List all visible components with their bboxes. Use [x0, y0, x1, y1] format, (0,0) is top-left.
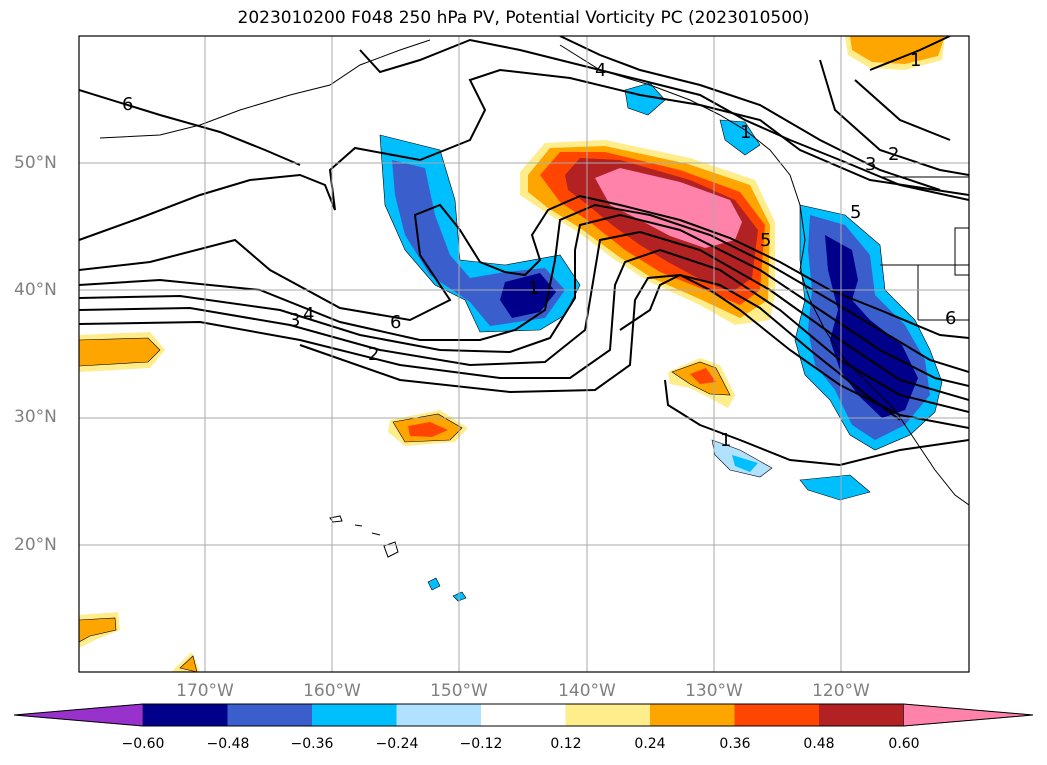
colorbar-segment: [227, 704, 312, 726]
colorbar-segment: [565, 704, 650, 726]
colorbar-segment: [734, 704, 819, 726]
coastlines: [99, 39, 969, 558]
lat-label-30n: 30°N: [14, 407, 57, 427]
plot-frame: [78, 35, 970, 673]
contour-label: 1: [740, 122, 751, 143]
map-plot-area: 6 4 3 2 1 6 4 3 2 1 5 6 1 5 1: [79, 36, 969, 672]
contour-label: 3: [865, 154, 876, 175]
colorbar-tick: 0.12: [550, 736, 582, 752]
contour-label: 2: [888, 144, 899, 165]
map-title: 2023010200 F048 250 hPa PV, Potential Vo…: [237, 8, 810, 28]
lon-label-160w: 160°W: [303, 681, 361, 701]
colorbar-tick: 0.60: [888, 736, 920, 752]
pv-contours: [79, 36, 969, 467]
colorbar-segment: [143, 704, 228, 726]
contour-label: 5: [850, 202, 861, 223]
colorbar-tick: 0.48: [803, 736, 835, 752]
lon-label-150w: 150°W: [430, 681, 488, 701]
contour-label: 6: [945, 308, 956, 329]
colorbar-segment: [650, 704, 735, 726]
colorbar-segment: [819, 704, 904, 726]
colorbar-tick: 0.24: [634, 736, 666, 752]
lon-label-170w: 170°W: [176, 681, 234, 701]
colorbar-segment: [481, 704, 566, 726]
contour-label: 6: [122, 94, 133, 115]
lon-label-140w: 140°W: [558, 681, 616, 701]
colorbar-tick: −0.60: [121, 736, 165, 752]
colorbar-segment: [312, 704, 397, 726]
negative-spot-bc: [719, 119, 761, 156]
contour-label: 6: [390, 312, 401, 333]
contour-label: 1: [720, 430, 731, 451]
colorbar-tick: −0.24: [375, 736, 419, 752]
lat-label-40n: 40°N: [14, 280, 57, 300]
colorbar-tick: 0.36: [719, 736, 751, 752]
gridlines: [79, 36, 969, 672]
colorbar-frame: [13, 703, 1034, 727]
negative-spot-south: [799, 474, 871, 501]
contour-label: 4: [595, 60, 606, 81]
contour-labels: 6 4 3 2 1 6 4 3 2 1 5 6 1 5 1: [122, 50, 956, 451]
negative-anomaly-gulf: [379, 134, 581, 333]
lon-label-120w: 120°W: [812, 681, 870, 701]
colorbar-extend-low: [13, 703, 144, 727]
contour-label: 1: [528, 278, 539, 299]
contour-label: 1: [910, 50, 921, 71]
lon-label-130w: 130°W: [685, 681, 743, 701]
colorbar-extend-high: [903, 703, 1034, 727]
contour-label: 2: [368, 344, 379, 365]
colorbar-tick: −0.48: [206, 736, 250, 752]
lat-label-20n: 20°N: [14, 535, 57, 555]
colorbar: [13, 703, 1034, 727]
colorbar-tick: −0.12: [459, 736, 503, 752]
lat-label-50n: 50°N: [14, 153, 57, 173]
contour-label: 4: [303, 304, 314, 325]
colorbar-tick: −0.36: [290, 736, 334, 752]
colorbar-segment: [396, 704, 481, 726]
contour-label: 5: [760, 230, 771, 251]
positive-anomaly-small: [79, 36, 945, 672]
contour-label: 3: [289, 310, 300, 331]
